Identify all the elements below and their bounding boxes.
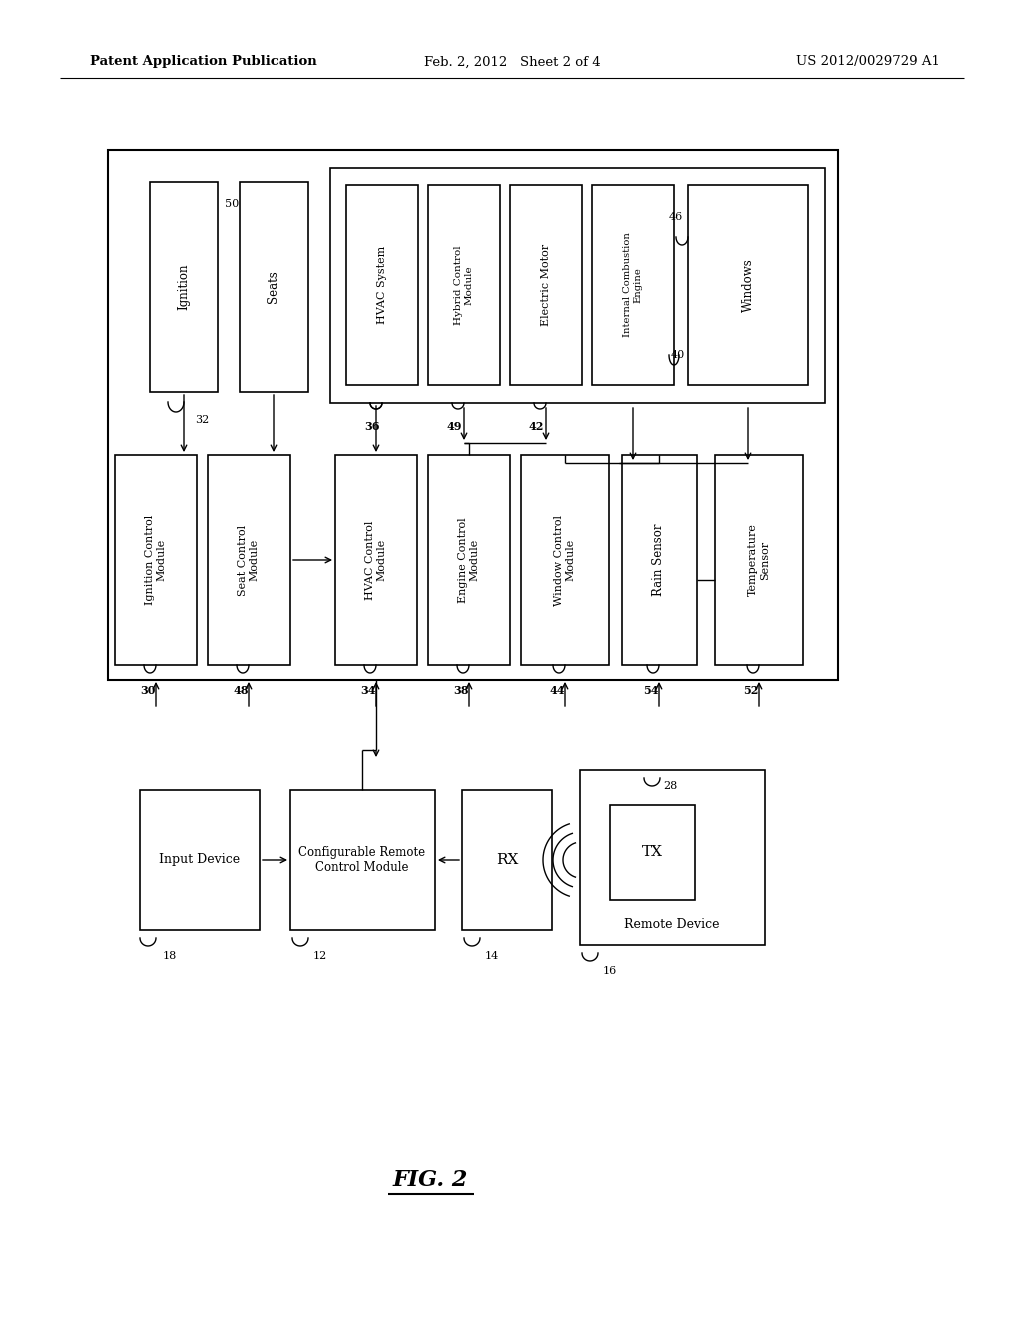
Text: Ignition: Ignition: [177, 264, 190, 310]
Text: 14: 14: [485, 950, 499, 961]
Text: 44: 44: [549, 685, 565, 697]
Bar: [715, 455, 803, 665]
Text: 34: 34: [360, 685, 376, 697]
Text: 38: 38: [454, 685, 469, 697]
Bar: [208, 455, 290, 665]
Text: TX: TX: [641, 845, 663, 859]
Text: 52: 52: [743, 685, 759, 697]
Text: 18: 18: [163, 950, 177, 961]
Bar: [240, 182, 308, 392]
Text: 42: 42: [528, 421, 544, 433]
Text: Hybrid Control
Module: Hybrid Control Module: [455, 246, 474, 325]
Text: FIG. 2: FIG. 2: [392, 1170, 468, 1191]
Bar: [688, 185, 808, 385]
Bar: [580, 770, 765, 945]
Bar: [622, 455, 697, 665]
Text: Remote Device: Remote Device: [625, 919, 720, 932]
Bar: [150, 182, 218, 392]
Bar: [462, 789, 552, 931]
Text: 50: 50: [225, 199, 240, 209]
Text: Ignition Control
Module: Ignition Control Module: [145, 515, 167, 605]
Text: RX: RX: [496, 853, 518, 867]
Bar: [592, 185, 674, 385]
Text: Temperature
Sensor: Temperature Sensor: [749, 524, 770, 597]
Text: US 2012/0029729 A1: US 2012/0029729 A1: [796, 55, 940, 69]
Text: 40: 40: [671, 350, 685, 360]
Bar: [346, 185, 418, 385]
Bar: [140, 789, 260, 931]
Text: 49: 49: [446, 421, 462, 433]
Text: 36: 36: [365, 421, 380, 433]
Text: Feb. 2, 2012   Sheet 2 of 4: Feb. 2, 2012 Sheet 2 of 4: [424, 55, 600, 69]
Text: 48: 48: [233, 685, 249, 697]
Bar: [335, 455, 417, 665]
Text: Rain Sensor: Rain Sensor: [652, 524, 666, 597]
Text: 46: 46: [669, 213, 683, 222]
Text: 16: 16: [603, 966, 617, 975]
Bar: [330, 168, 825, 403]
Text: HVAC Control
Module: HVAC Control Module: [366, 520, 387, 599]
Bar: [610, 805, 695, 900]
Bar: [428, 455, 510, 665]
Text: 28: 28: [663, 781, 677, 791]
Text: HVAC System: HVAC System: [377, 246, 387, 325]
Text: Seats: Seats: [267, 271, 281, 304]
Bar: [521, 455, 609, 665]
Text: Input Device: Input Device: [160, 854, 241, 866]
Text: Patent Application Publication: Patent Application Publication: [90, 55, 316, 69]
Text: 54: 54: [643, 685, 658, 697]
Text: 30: 30: [140, 685, 156, 697]
Bar: [108, 150, 838, 680]
Text: 32: 32: [195, 414, 209, 425]
Bar: [510, 185, 582, 385]
Text: Windows: Windows: [741, 259, 755, 312]
Text: 12: 12: [313, 950, 327, 961]
Text: Seat Control
Module: Seat Control Module: [239, 524, 260, 595]
Bar: [290, 789, 435, 931]
Text: Internal Combustion
Engine: Internal Combustion Engine: [624, 232, 643, 338]
Text: Window Control
Module: Window Control Module: [554, 515, 575, 606]
Bar: [115, 455, 197, 665]
Bar: [428, 185, 500, 385]
Text: Engine Control
Module: Engine Control Module: [458, 517, 480, 603]
Text: Configurable Remote
Control Module: Configurable Remote Control Module: [298, 846, 426, 874]
Text: Electric Motor: Electric Motor: [541, 244, 551, 326]
